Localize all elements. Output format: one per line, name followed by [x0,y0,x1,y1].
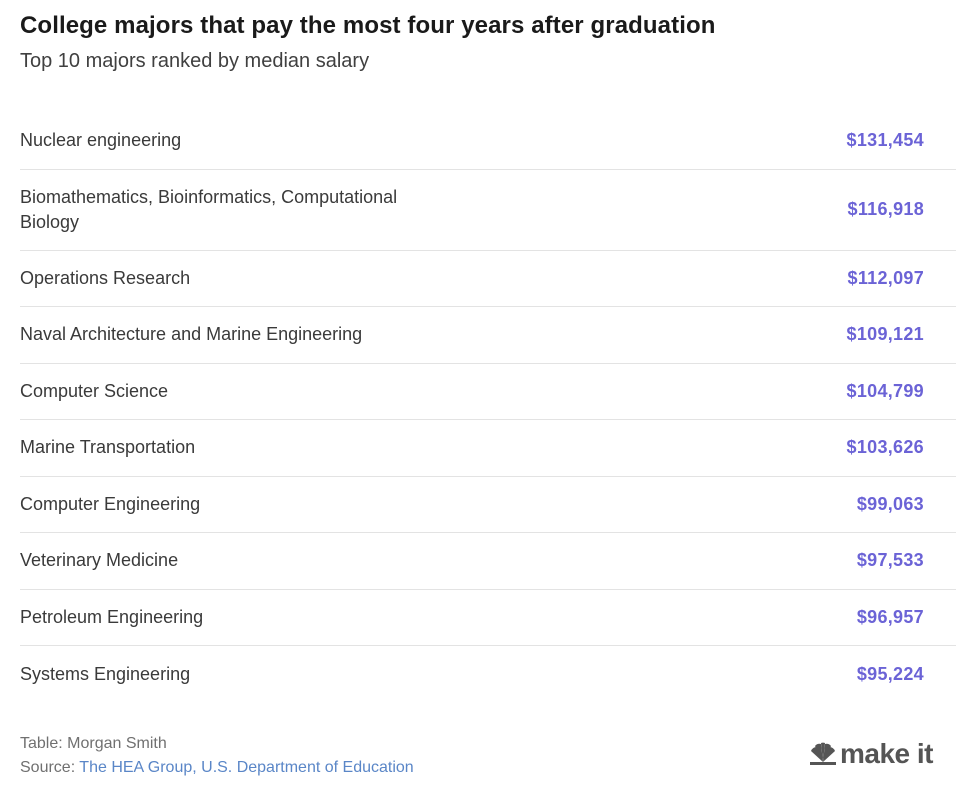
median-salary: $109,121 [846,324,924,345]
table-row: Petroleum Engineering $96,957 [20,590,956,646]
median-salary: $104,799 [846,380,924,401]
major-name: Marine Transportation [20,437,196,458]
median-salary: $96,957 [856,606,924,627]
median-salary: $95,224 [856,663,924,684]
source-link[interactable]: The HEA Group, U.S. Department of Educat… [79,759,414,776]
major-name: Computer Engineering [20,493,201,514]
footer: Table: Morgan Smith Source: The HEA Grou… [20,732,414,780]
table-row: Computer Engineering $99,063 [20,477,956,533]
median-salary: $99,063 [856,493,924,514]
table-row: Naval Architecture and Marine Engineerin… [20,307,956,364]
major-name: Veterinary Medicine [20,550,179,571]
table-row: Veterinary Medicine $97,533 [20,533,956,590]
source-line: Source: The HEA Group, U.S. Department o… [20,756,414,780]
nbc-peacock-icon [810,742,836,765]
median-salary: $131,454 [846,130,924,151]
median-salary: $112,097 [847,267,924,288]
major-name: Biomathematics, Bioinformatics, Computat… [20,186,398,232]
major-name: Operations Research [20,267,191,288]
brand-text: make it [840,738,934,769]
table-row: Operations Research $112,097 [20,251,956,307]
table-row: Nuclear engineering $131,454 [20,113,956,170]
make-it-logo: make it [808,738,934,770]
major-name: Petroleum Engineering [20,606,204,627]
source-prefix: Source: [20,759,80,776]
chart-subtitle: Top 10 majors ranked by median salary [20,50,370,72]
chart-title: College majors that pay the most four ye… [20,12,716,39]
major-name: Naval Architecture and Marine Engineerin… [20,324,363,345]
major-name: Systems Engineering [20,663,191,684]
major-name: Computer Science [20,380,169,401]
median-salary: $97,533 [856,550,924,571]
salary-table: Nuclear engineering $131,454 Biomathematic… [20,113,956,703]
table-row: Computer Science $104,799 [20,364,956,420]
table-row: Systems Engineering $95,224 [20,646,956,703]
major-name: Nuclear engineering [20,130,182,151]
median-salary: $116,918 [847,199,924,219]
table-credit: Table: Morgan Smith [20,735,167,752]
median-salary: $103,626 [846,437,924,458]
table-row: Biomathematics, Bioinformatics, Computat… [20,170,956,251]
table-row: Marine Transportation $103,626 [20,420,956,477]
